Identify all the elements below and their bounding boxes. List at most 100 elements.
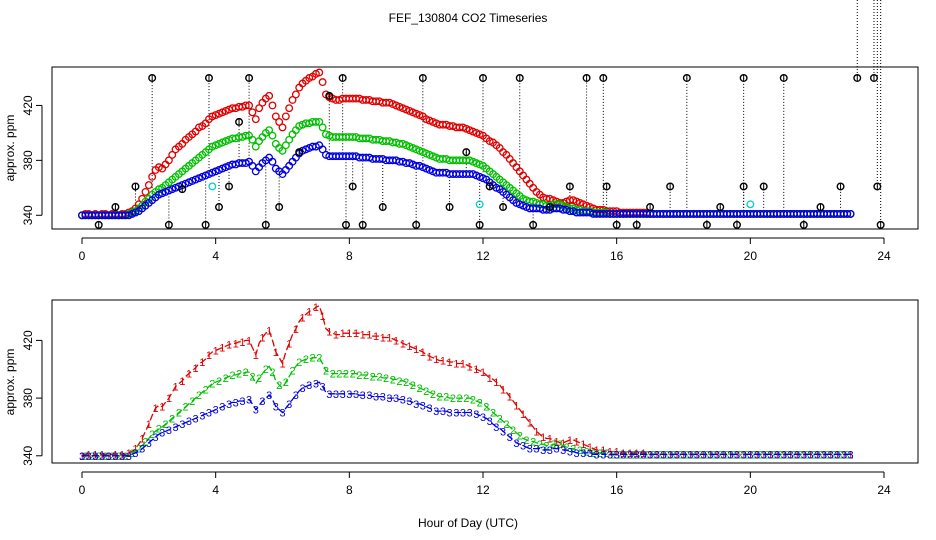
data-point bbox=[168, 150, 177, 159]
series-marker-label: 3 bbox=[721, 449, 727, 461]
outlier-point bbox=[378, 203, 387, 212]
series-marker-label: 2 bbox=[771, 449, 777, 461]
series-marker-label: 2 bbox=[684, 449, 690, 461]
bottom-x-tick-label: 24 bbox=[877, 483, 891, 497]
data-point bbox=[248, 108, 257, 117]
series-marker-label: 3 bbox=[426, 403, 432, 415]
series-marker-label: 3 bbox=[787, 449, 793, 461]
outlier-point bbox=[632, 220, 641, 229]
data-point bbox=[311, 117, 320, 126]
data-point bbox=[281, 112, 290, 121]
series-marker-label: 2 bbox=[176, 408, 182, 420]
series-marker-label: 1 bbox=[614, 446, 620, 458]
data-point bbox=[251, 142, 260, 151]
series-marker-label: 3 bbox=[293, 390, 299, 402]
series-marker-label: 3 bbox=[640, 449, 646, 461]
series-marker-label: 1 bbox=[366, 330, 372, 342]
data-point bbox=[318, 123, 327, 132]
series-marker-label: 1 bbox=[373, 331, 379, 343]
series-marker-label: 3 bbox=[146, 438, 152, 450]
data-point bbox=[846, 209, 855, 218]
series-marker-label: 1 bbox=[654, 449, 660, 461]
series-marker-label: 3 bbox=[553, 444, 559, 456]
series-marker-label: 2 bbox=[156, 423, 162, 435]
series-marker-label: 1 bbox=[413, 344, 419, 356]
series-marker-label: 1 bbox=[400, 338, 406, 350]
outlier-point bbox=[261, 220, 270, 229]
data-point bbox=[251, 115, 260, 124]
outlier-point bbox=[275, 203, 284, 212]
series-marker-label: 3 bbox=[386, 393, 392, 405]
data-point bbox=[288, 95, 297, 104]
series-marker-label: 3 bbox=[393, 393, 399, 405]
bottom-plot-frame bbox=[51, 299, 919, 464]
series-marker-label: 2 bbox=[724, 449, 730, 461]
outlier-point bbox=[325, 91, 334, 100]
series-marker-label: 3 bbox=[346, 389, 352, 401]
series-marker-label: 2 bbox=[343, 369, 349, 381]
series-marker-label: 2 bbox=[410, 380, 416, 392]
series-marker-label: 3 bbox=[213, 405, 219, 417]
series-marker-label: 3 bbox=[373, 392, 379, 404]
cyan-points bbox=[208, 182, 755, 209]
series-marker-label: 3 bbox=[714, 449, 720, 461]
series-marker-label: 3 bbox=[126, 451, 132, 463]
series-marker-label: 3 bbox=[326, 389, 332, 401]
outlier-point bbox=[612, 220, 621, 229]
series-marker-label: 1 bbox=[293, 324, 299, 336]
outlier-point bbox=[412, 220, 421, 229]
series-marker-label: 1 bbox=[166, 393, 172, 405]
data-point bbox=[278, 123, 287, 132]
series-marker-label: 3 bbox=[647, 449, 653, 461]
series-marker-label: 1 bbox=[326, 327, 332, 339]
series-marker-label: 1 bbox=[353, 328, 359, 340]
outlier-point bbox=[445, 203, 454, 212]
series-marker-label: 1 bbox=[440, 356, 446, 368]
outlier-point bbox=[148, 73, 157, 82]
series-marker-label: 2 bbox=[617, 449, 623, 461]
series-marker-label: 1 bbox=[386, 333, 392, 345]
outlier-point bbox=[341, 220, 350, 229]
cyan-point bbox=[208, 182, 217, 191]
series-marker-label: 2 bbox=[604, 448, 610, 460]
series-marker-label: 2 bbox=[644, 449, 650, 461]
outlier-point bbox=[602, 182, 611, 191]
series-marker-label: 3 bbox=[353, 389, 359, 401]
series-marker-label: 1 bbox=[193, 363, 199, 375]
outlier-point bbox=[646, 203, 655, 212]
series-marker-label: 3 bbox=[159, 428, 165, 440]
bottom-x-tick-label: 16 bbox=[610, 483, 624, 497]
series-marker-label: 3 bbox=[560, 445, 566, 457]
outlier-point bbox=[245, 73, 254, 82]
series-marker-label: 2 bbox=[817, 449, 823, 461]
series-marker-label: 1 bbox=[213, 345, 219, 357]
series-marker-label: 2 bbox=[203, 384, 209, 396]
series-marker-label: 1 bbox=[594, 445, 600, 457]
series-marker-label: 2 bbox=[503, 419, 509, 431]
top-y-axis-label: approx. ppm bbox=[3, 115, 17, 182]
series-marker-label: 2 bbox=[263, 364, 269, 376]
series-marker-label: 3 bbox=[340, 389, 346, 401]
series-marker-label: 3 bbox=[99, 451, 105, 463]
series-3-points bbox=[78, 141, 855, 220]
series-marker-label: 1 bbox=[774, 449, 780, 461]
series-marker-label: 2 bbox=[169, 413, 175, 425]
series-marker-label: 2 bbox=[657, 449, 663, 461]
series-marker-label: 3 bbox=[500, 426, 506, 438]
series-marker-label: 3 bbox=[467, 408, 473, 420]
outlier-point bbox=[816, 203, 825, 212]
series-marker-label: 2 bbox=[677, 449, 683, 461]
series-marker-label: 3 bbox=[119, 451, 125, 463]
data-point bbox=[318, 78, 327, 87]
series-marker-label: 1 bbox=[567, 435, 573, 447]
series-line-segment bbox=[82, 357, 607, 457]
series-marker-label: 3 bbox=[179, 419, 185, 431]
series-marker-label: 2 bbox=[330, 369, 336, 381]
data-point bbox=[268, 131, 277, 140]
series-marker-label: 1 bbox=[540, 432, 546, 444]
series-marker-label: 1 bbox=[814, 449, 820, 461]
series-marker-label: 2 bbox=[577, 445, 583, 457]
data-point bbox=[315, 117, 324, 126]
series-marker-label: 2 bbox=[704, 449, 710, 461]
series-marker-label: 3 bbox=[741, 449, 747, 461]
